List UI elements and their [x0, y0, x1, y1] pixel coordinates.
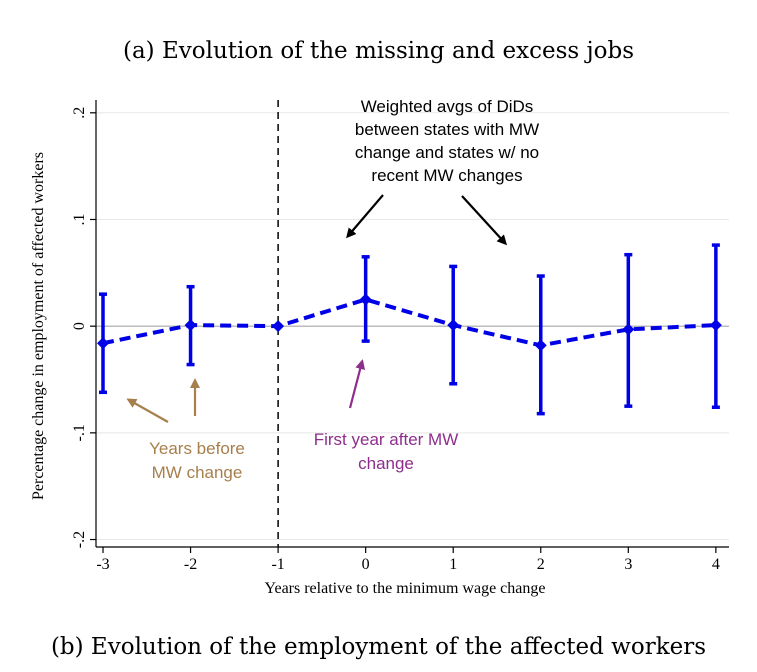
data-point-marker [622, 323, 635, 336]
x-tick-label: 1 [449, 556, 457, 573]
x-tick-label: 2 [537, 556, 545, 573]
data-point-marker [272, 320, 285, 333]
y-axis-title: Percentage change in employment of affec… [30, 152, 47, 500]
y-tick-label: 0 [71, 322, 88, 330]
x-tick-label: 3 [624, 556, 632, 573]
data-point-marker [534, 339, 547, 352]
x-tick-label: 0 [362, 556, 370, 573]
annotation-first-year-arrow [348, 359, 366, 409]
annotation-years-before-arrow-left [126, 398, 169, 423]
annotation-dids-line-4: recent MW changes [371, 166, 522, 185]
data-point-marker [359, 293, 372, 306]
annotation-first-year: First year after MW change [314, 359, 459, 473]
figure-caption-b: (b) Evolution of the employment of the a… [50, 634, 707, 660]
data-point-marker [709, 319, 722, 332]
data-layer [97, 243, 722, 416]
annotation-dids-arrow-right [461, 195, 508, 246]
annotation-dids: Weighted avgs of DiDs between states wit… [346, 97, 539, 246]
annotation-dids-line-3: change and states w/ no [355, 143, 539, 162]
annotation-years-before-line-2: MW change [152, 463, 243, 482]
data-point-marker [447, 319, 460, 332]
annotation-dids-line-2: between states with MW [355, 120, 539, 139]
x-tick-label: -2 [184, 556, 197, 573]
data-point-marker [97, 337, 110, 350]
axes: -.2 -.1 0 .1 .2 -3 -2 -1 0 1 2 3 4 [71, 100, 729, 573]
y-tick-label: .2 [71, 107, 88, 119]
x-tick-label: -3 [96, 556, 109, 573]
x-tick-label: -1 [271, 556, 284, 573]
x-tick-label: 4 [712, 556, 720, 573]
annotation-first-year-line-2: change [358, 454, 414, 473]
y-tick-label: -.2 [71, 531, 88, 548]
series-line [102, 297, 716, 348]
reference-lines [96, 100, 729, 547]
annotation-years-before: Years before MW change [126, 378, 245, 482]
annotation-first-year-line-1: First year after MW [314, 430, 459, 449]
figure-caption-a: (a) Evolution of the missing and excess … [122, 38, 635, 64]
data-point-marker [184, 319, 197, 332]
grid-lines [96, 112, 729, 541]
annotation-dids-arrow-left [346, 194, 384, 239]
x-axis-title: Years relative to the minimum wage chang… [265, 580, 546, 597]
y-tick-label: .1 [71, 213, 88, 225]
annotation-years-before-line-1: Years before [149, 439, 245, 458]
annotation-dids-line-1: Weighted avgs of DiDs [361, 97, 534, 116]
y-tick-label: -.1 [71, 424, 88, 441]
